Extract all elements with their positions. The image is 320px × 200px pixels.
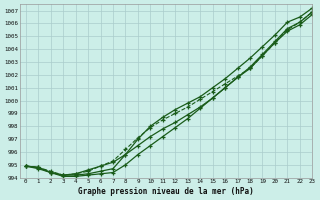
X-axis label: Graphe pression niveau de la mer (hPa): Graphe pression niveau de la mer (hPa) — [78, 187, 254, 196]
